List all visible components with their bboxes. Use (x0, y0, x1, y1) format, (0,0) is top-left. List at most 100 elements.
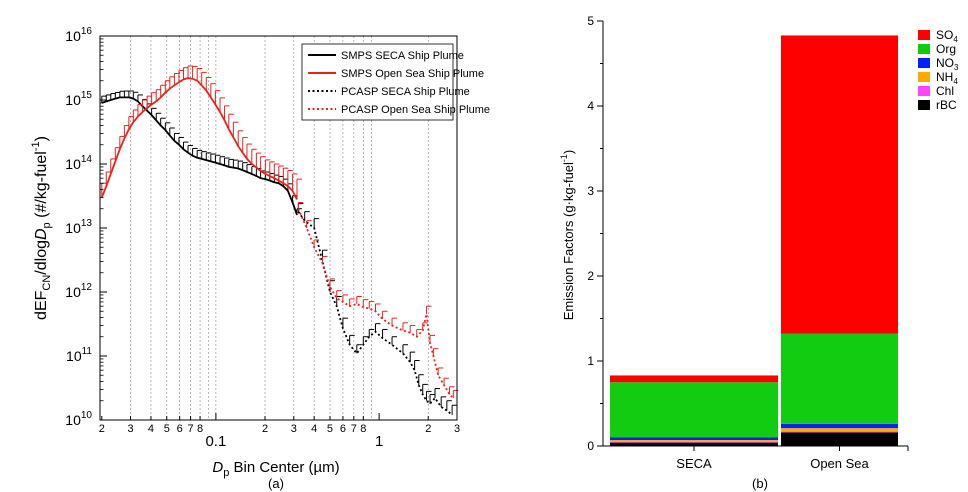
b-bar-segment (610, 382, 778, 438)
b-legend-swatch (918, 30, 930, 40)
b-ylabel-sup: -1 (559, 154, 569, 162)
a-y-tick-label: 1012 (65, 282, 92, 300)
a-ylabel-close: ) (33, 136, 50, 141)
b-legend-label: SO4 (936, 28, 958, 44)
a-y-tick-label: 1015 (65, 90, 92, 108)
b-bar-segment (610, 375, 778, 383)
a-ylabel-sup: -1 (30, 141, 42, 151)
a-y-axis-label: dEFCN/dlogDp (#/kg-fuel-1) (30, 136, 53, 320)
b-y-tick-label: 0 (587, 439, 594, 453)
a-legend-label: SMPS SECA Ship Plume (341, 50, 464, 62)
b-legend-swatch (918, 44, 930, 54)
a-y-tick-label: 1016 (65, 26, 92, 44)
b-ylabel-pre: Emission Factors (g·kg-fuel (561, 162, 576, 320)
a-x-tick-label: 2 (99, 423, 105, 435)
b-bar-segment (781, 333, 898, 424)
b-category-label: SECA (676, 456, 712, 471)
a-x-tick-label: 5 (164, 423, 170, 435)
a-y-ticks: 1010 1011 1012 1013 1014 1015 1016 (65, 26, 107, 428)
a-series-line (101, 96, 298, 216)
a-y-tick-label: 1011 (66, 346, 92, 364)
b-bar-segment (781, 423, 898, 429)
a-series-line (297, 211, 453, 416)
a-x-tick-label: 3 (127, 423, 133, 435)
a-legend-items: SMPS SECA Ship Plume SMPS Open Sea Ship P… (308, 50, 490, 116)
b-axes: 0 1 2 3 4 5 (587, 14, 909, 453)
a-x-tick-label: 0.1 (205, 433, 226, 450)
b-bar-segment (610, 441, 778, 443)
b-bar-segment (781, 432, 898, 446)
a-x-ticks: 2 3 4 5 6 7 80.12 3 4 5 6 7 812 3 (99, 413, 460, 450)
b-y-axis-label: Emission Factors (g·kg-fuel-1) (559, 150, 576, 321)
a-x-tick-label: 1 (375, 433, 383, 450)
b-legend-swatch (918, 58, 930, 68)
b-bar-segment (610, 442, 778, 446)
b-panel-label: (b) (752, 476, 768, 491)
a-x-tick-label: 3 (454, 423, 460, 435)
a-xlabel-sub: p (223, 467, 229, 479)
a-legend: SMPS SECA Ship Plume SMPS Open Sea Ship P… (301, 43, 490, 121)
a-ylabel-var: D (33, 228, 50, 240)
a-legend-label: PCASP SECA Ship Plume (341, 86, 470, 98)
b-bar-segment (781, 35, 898, 334)
a-series-line (297, 208, 455, 399)
b-legend-label: Chl (936, 84, 954, 98)
a-y-tick-label: 1010 (65, 410, 92, 428)
a-legend-label: PCASP Open Sea Ship Plume (341, 104, 490, 116)
b-ylabel-close: ) (561, 150, 576, 154)
a-y-tick-label: 1014 (65, 154, 92, 172)
b-y-tick-label: 2 (587, 269, 594, 283)
b-y-tick-label: 3 (587, 184, 594, 198)
a-x-tick-label: 2 (262, 423, 268, 435)
b-bar-0 (610, 375, 778, 446)
a-ylabel-mid: /dlog (33, 240, 50, 275)
a-series-2 (297, 203, 458, 416)
a-series-layer (100, 65, 459, 416)
b-legend-swatch (918, 86, 930, 96)
a-legend-label: SMPS Open Sea Ship Plume (341, 68, 484, 80)
a-x-tick-label: 8 (360, 423, 366, 435)
b-y-tick-label: 5 (587, 14, 594, 28)
b-legend-swatch (918, 100, 930, 110)
a-x-axis-label: Dp Bin Center (µm) (212, 459, 339, 479)
a-xlabel-rest: Bin Center (µm) (229, 459, 339, 476)
b-legend-label: NO3 (936, 56, 959, 72)
a-series-3 (297, 202, 459, 399)
a-legend-box (301, 43, 454, 121)
b-bar-1 (781, 35, 898, 446)
a-x-tick-label: 2 (425, 423, 431, 435)
a-x-tick-label: 6 (340, 423, 346, 435)
a-xlabel-var: D (212, 459, 223, 476)
a-x-tick-label: 4 (311, 423, 317, 435)
a-series-line (100, 77, 298, 200)
a-series-1 (100, 65, 303, 200)
a-x-tick-label: 7 (351, 423, 357, 435)
a-x-tick-label: 3 (291, 423, 297, 435)
panel-a: 2 3 4 5 6 7 80.12 3 4 5 6 7 812 3 1010101110121013101… (30, 26, 490, 491)
a-x-tick-label: 4 (148, 423, 154, 435)
a-x-tick-label: 7 (188, 423, 194, 435)
b-y-tick-label: 4 (587, 99, 594, 113)
a-ylabel-post: (#/kg-fuel (33, 151, 50, 222)
a-y-tick-label: 1013 (65, 218, 92, 236)
b-bar-segment (610, 437, 778, 441)
a-series-0 (101, 90, 303, 216)
b-y-tick-label: 1 (587, 354, 594, 368)
a-panel-label: (a) (268, 476, 284, 491)
b-bar-segment (610, 440, 778, 442)
a-x-tick-label: 5 (327, 423, 333, 435)
b-bar-segment (781, 428, 898, 432)
b-bar-segment (781, 431, 898, 433)
b-bars-layer: SECA Open Sea (610, 35, 898, 471)
panel-b: SECA Open Sea 0 1 2 3 4 5 Emission Factors (g·… (559, 14, 959, 491)
a-ylabel-sub2: p (41, 222, 53, 228)
b-legend-label: NH4 (936, 70, 958, 86)
b-legend-label: rBC (936, 98, 957, 112)
b-legend-swatch (918, 72, 930, 82)
b-category-label: Open Sea (810, 456, 869, 471)
a-x-tick-label: 6 (177, 423, 183, 435)
a-ylabel-pre: dEF (33, 290, 50, 320)
b-legend-label: Org (936, 42, 956, 56)
